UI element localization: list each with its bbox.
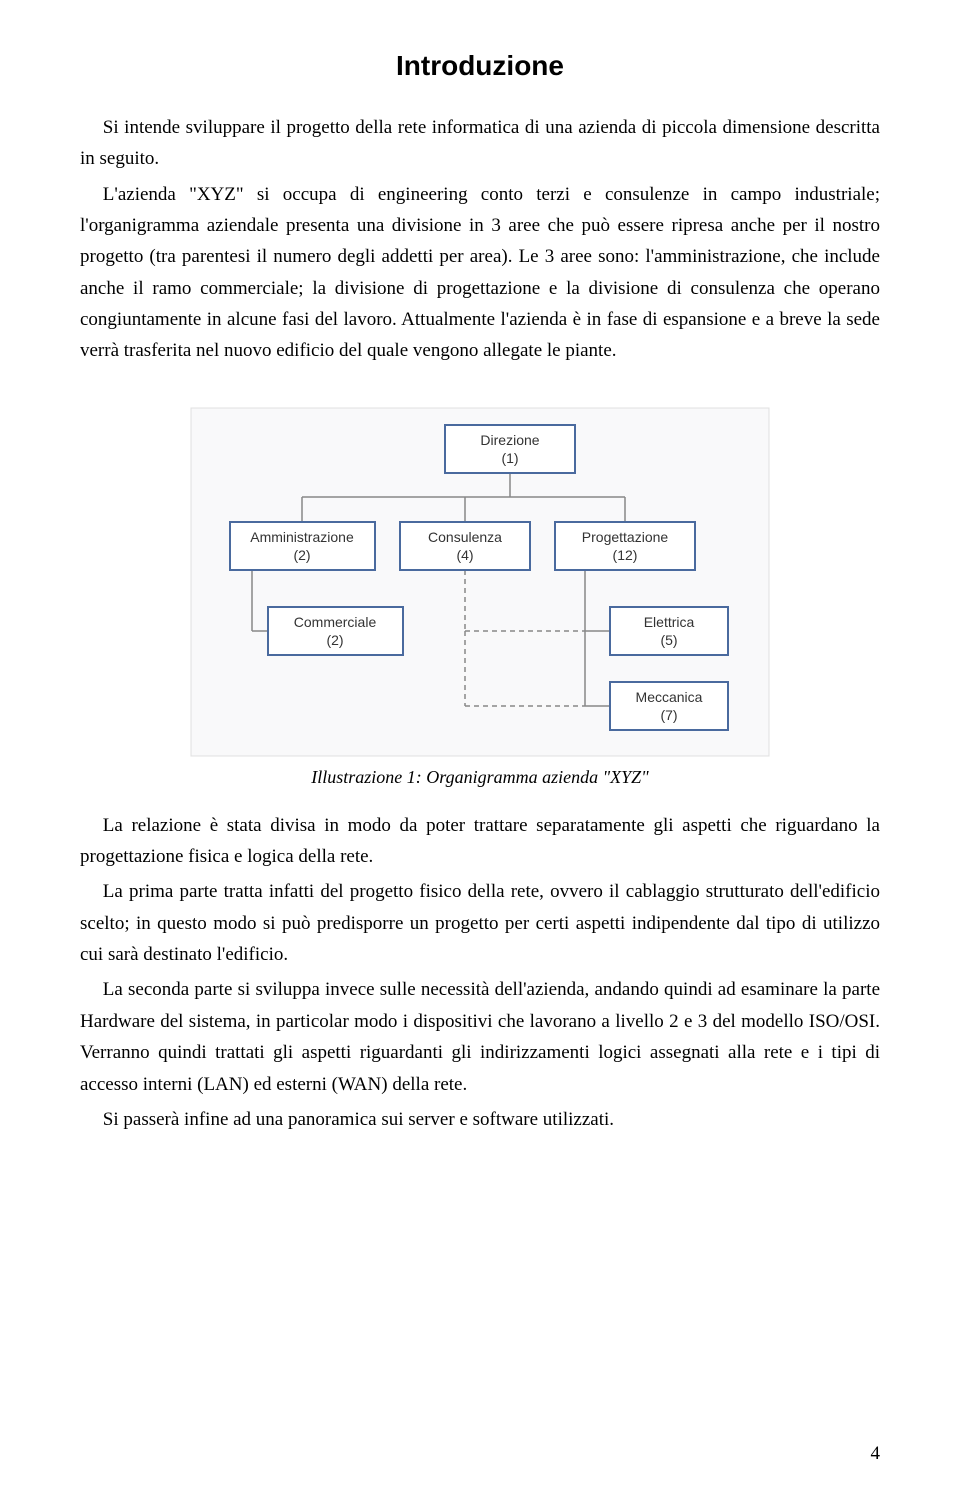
node-label: Progettazione — [582, 529, 669, 545]
node-count: (4) — [456, 547, 473, 563]
page-number: 4 — [871, 1443, 881, 1465]
node-label: Meccanica — [636, 689, 703, 705]
page-heading: Introduzione — [80, 50, 880, 82]
node-count: (12) — [613, 547, 638, 563]
body-paragraph-3: La relazione è stata divisa in modo da p… — [80, 810, 880, 873]
node-consulenza: Consulenza (4) — [400, 522, 530, 570]
node-direzione: Direzione (1) — [445, 425, 575, 473]
intro-paragraph-1: Si intende sviluppare il progetto della … — [80, 112, 880, 175]
node-count: (2) — [326, 632, 343, 648]
node-label: Consulenza — [428, 529, 502, 545]
node-label: Direzione — [480, 432, 539, 448]
org-chart-figure: Direzione (1) Amministrazione (2) Consul… — [80, 407, 880, 757]
body-paragraph-4: La prima parte tratta infatti del proget… — [80, 876, 880, 970]
figure-caption: Illustrazione 1: Organigramma azienda "X… — [80, 767, 880, 788]
node-count: (1) — [501, 450, 518, 466]
node-count: (7) — [660, 707, 677, 723]
node-label: Amministrazione — [250, 529, 354, 545]
body-paragraph-6: Si passerà infine ad una panoramica sui … — [80, 1104, 880, 1135]
node-commerciale: Commerciale (2) — [268, 607, 403, 655]
intro-paragraph-2: L'azienda "XYZ" si occupa di engineering… — [80, 179, 880, 367]
node-label: Elettrica — [644, 614, 695, 630]
node-meccanica: Meccanica (7) — [610, 682, 728, 730]
org-chart-svg: Direzione (1) Amministrazione (2) Consul… — [190, 407, 770, 757]
node-elettrica: Elettrica (5) — [610, 607, 728, 655]
body-paragraph-5: La seconda parte si sviluppa invece sull… — [80, 974, 880, 1099]
node-label: Commerciale — [294, 614, 377, 630]
node-count: (5) — [660, 632, 677, 648]
node-count: (2) — [293, 547, 310, 563]
node-progettazione: Progettazione (12) — [555, 522, 695, 570]
node-amministrazione: Amministrazione (2) — [230, 522, 375, 570]
